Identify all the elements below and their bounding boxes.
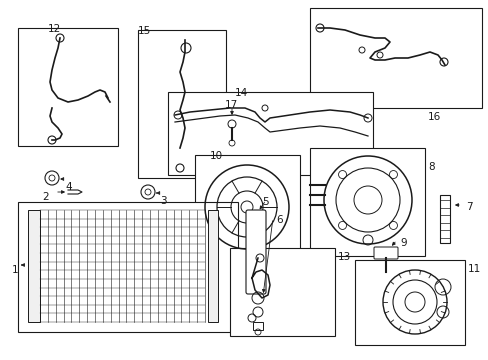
Text: 17: 17 (224, 100, 238, 110)
Text: 15: 15 (138, 26, 151, 36)
FancyBboxPatch shape (245, 210, 265, 294)
Text: 6: 6 (275, 215, 282, 225)
Text: 8: 8 (427, 162, 434, 172)
Text: 4: 4 (65, 182, 71, 192)
Bar (354, 260, 464, 345)
Bar (309, 8, 481, 108)
Bar (439, 195, 449, 243)
Text: 1: 1 (12, 265, 19, 275)
Text: 16: 16 (427, 112, 440, 122)
Text: 14: 14 (235, 88, 248, 98)
Bar (229, 248, 334, 336)
Text: 9: 9 (399, 238, 406, 248)
Text: 2: 2 (42, 192, 48, 202)
Bar (28, 210, 40, 322)
FancyBboxPatch shape (373, 247, 397, 259)
Text: 7: 7 (465, 202, 472, 212)
Bar (309, 148, 424, 256)
Text: 3: 3 (160, 196, 166, 206)
Text: 13: 13 (337, 252, 350, 262)
Bar (18, 28, 118, 146)
Text: 10: 10 (209, 151, 223, 161)
Text: 12: 12 (48, 24, 61, 34)
Bar (252, 322, 263, 330)
Bar (195, 155, 299, 260)
Text: 5: 5 (262, 197, 268, 207)
Bar (138, 30, 225, 178)
Text: 11: 11 (467, 264, 480, 274)
Bar (168, 92, 372, 175)
Bar (207, 210, 218, 322)
Bar (18, 202, 238, 332)
